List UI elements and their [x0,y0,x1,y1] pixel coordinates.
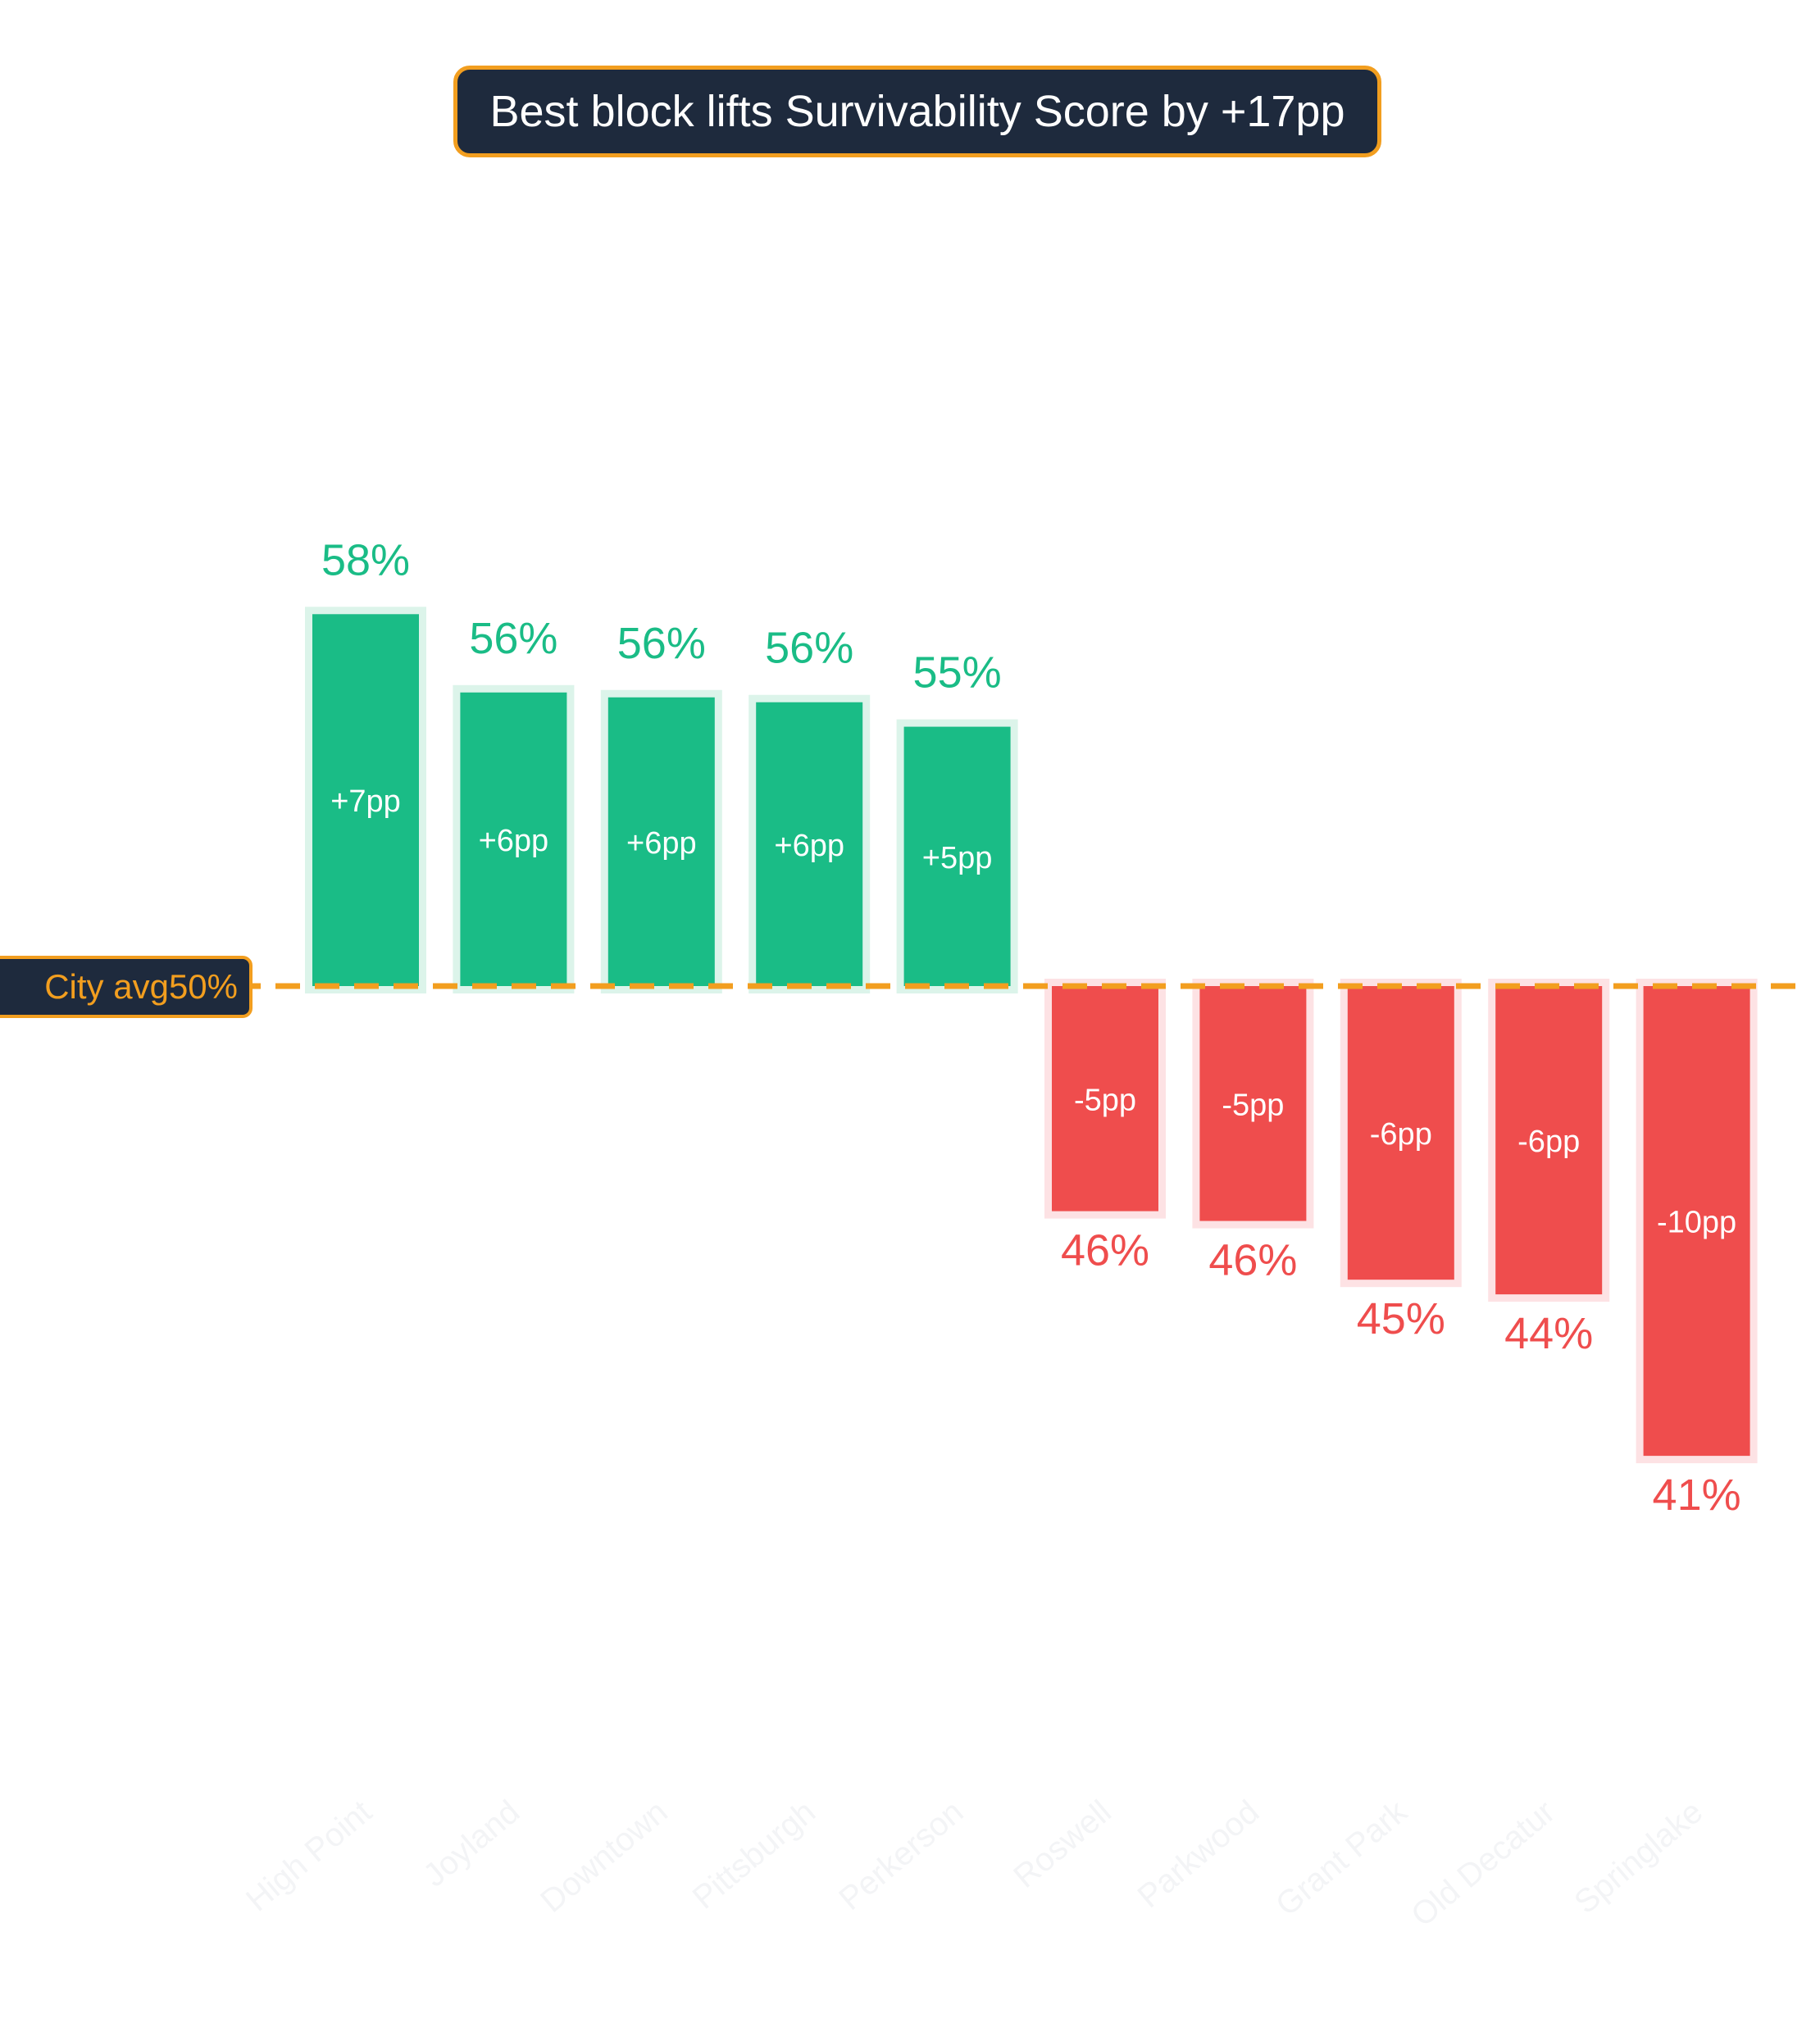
bar [607,697,715,986]
x-tick-label: Springlake [1567,1793,1709,1921]
x-tick-label: Pittsburgh [686,1793,822,1916]
delta-label: +7pp [330,784,401,819]
x-tick-label: High Point [239,1793,379,1918]
delta-label: -5pp [1074,1083,1136,1117]
bar [460,692,567,986]
x-tick-label: Perkerson [832,1793,970,1917]
x-tick-label: Roswell [1007,1793,1118,1895]
bar [756,702,863,986]
city-average-value: 50% [168,967,238,1006]
bar [1495,986,1603,1295]
bar [903,726,1011,986]
delta-label: +6pp [774,829,844,863]
delta-label: -5pp [1222,1088,1284,1122]
delta-label: +5pp [922,841,993,875]
delta-label: -10pp [1657,1206,1736,1240]
bar [1052,986,1158,1211]
x-tick-label: Old Decatur [1404,1793,1562,1934]
value-label: 45% [1357,1294,1445,1343]
delta-label: +6pp [479,824,549,858]
x-tick-label: Grant Park [1269,1793,1414,1924]
bar [312,614,419,986]
value-label: 41% [1653,1471,1741,1520]
value-label: 46% [1208,1236,1297,1285]
bar-labels: +7pp 58% +6pp 56% +6pp 56% +6pp 56% +5pp 55% -5pp 4… [321,535,1741,1520]
value-label: 44% [1504,1309,1593,1358]
bars [312,614,1750,1457]
value-label: 56% [469,614,557,663]
bar [1643,986,1750,1457]
value-label: 55% [913,648,1002,698]
city-average-name: City avg [44,967,169,1006]
city-average-label: City avg 50% [0,956,253,1018]
x-tick-label: Joyland [416,1793,526,1893]
x-tick-label: Parkwood [1131,1793,1267,1915]
x-tick-label: Downtown [534,1793,674,1920]
bar [1347,986,1454,1280]
delta-label: -6pp [1517,1125,1580,1159]
value-label: 56% [617,619,706,668]
bar [1199,986,1307,1221]
chart-title: Best block lifts Survivability Score by … [453,66,1381,157]
value-label: 46% [1061,1226,1149,1275]
value-label: 56% [765,624,853,673]
x-axis-tick-labels: High Point Joyland Downtown Pittsburgh Perke… [239,1793,1709,1934]
delta-label: +6pp [626,826,697,861]
value-label: 58% [321,535,410,584]
delta-label: -6pp [1370,1117,1432,1152]
